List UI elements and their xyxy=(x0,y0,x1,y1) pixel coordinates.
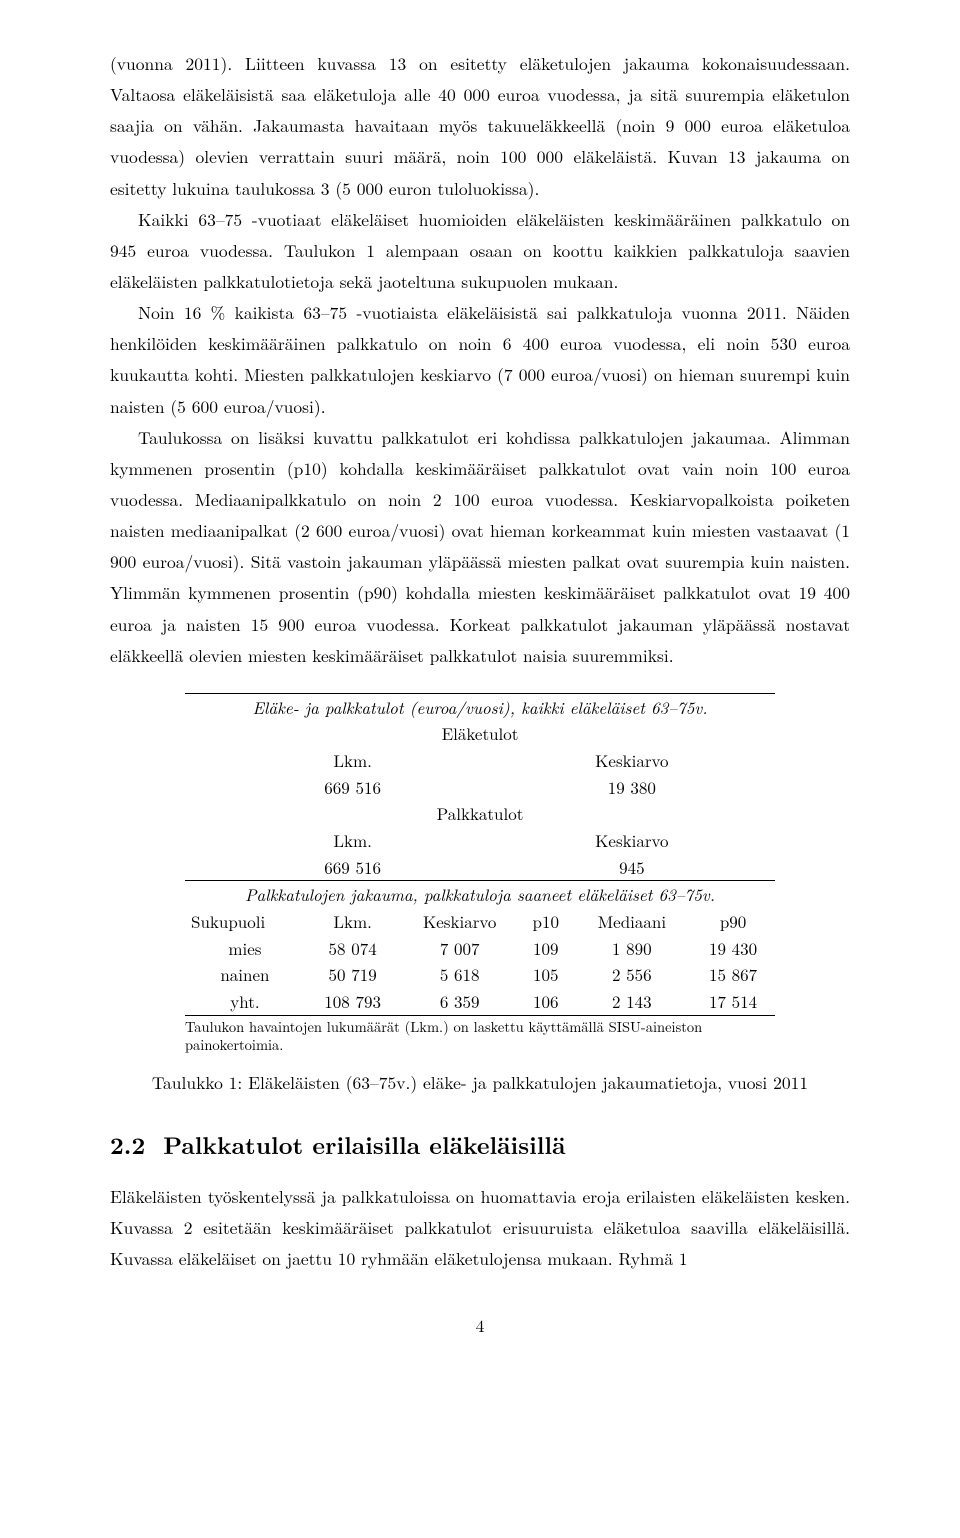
table-hdr-sukupuoli: Sukupuoli xyxy=(185,908,305,935)
cell: 106 xyxy=(519,988,572,1015)
table-sec2-lkm: 669 516 xyxy=(305,854,400,881)
cell: 2 556 xyxy=(573,961,692,988)
cell: 19 430 xyxy=(691,935,775,962)
page: (vuonna 2011). Liitteen kuvassa 13 on es… xyxy=(0,0,960,1382)
table-lkm-label: Lkm. xyxy=(305,747,400,774)
cell: nainen xyxy=(185,961,305,988)
table-section2-label: Palkkatulot xyxy=(185,800,775,827)
table-title-mid: Palkkatulojen jakauma, palkkatuloja saan… xyxy=(185,881,775,908)
paragraph-5: Eläkeläisten työskentelyssä ja palkkatul… xyxy=(110,1181,850,1274)
table-lkm-label-2: Lkm. xyxy=(305,827,400,854)
table-hdr-keskiarvo: Keskiarvo xyxy=(400,908,519,935)
table-keskiarvo-label: Keskiarvo xyxy=(573,747,692,774)
paragraph-3: Noin 16 % kaikista 63–75 -vuotiaista elä… xyxy=(110,297,850,422)
page-number: 4 xyxy=(110,1310,850,1341)
table-row: yht. 108 793 6 359 106 2 143 17 514 xyxy=(185,988,775,1015)
table-keskiarvo-label-2: Keskiarvo xyxy=(573,827,692,854)
section-title: Palkkatulot erilaisilla eläkeläisillä xyxy=(163,1128,565,1162)
table-hdr-mediaani: Mediaani xyxy=(573,908,692,935)
table-footnote: Taulukon havaintojen lukumäärät (Lkm.) o… xyxy=(185,1018,775,1056)
cell: 17 514 xyxy=(691,988,775,1015)
table-hdr-p90: p90 xyxy=(691,908,775,935)
cell: 50 719 xyxy=(305,961,400,988)
section-number: 2.2 xyxy=(110,1128,145,1162)
cell: 105 xyxy=(519,961,572,988)
cell: 15 867 xyxy=(691,961,775,988)
table-sec1-lkm: 669 516 xyxy=(305,774,400,801)
table-hdr-p10: p10 xyxy=(519,908,572,935)
table-caption: Taulukko 1: Eläkeläisten (63–75v.) eläke… xyxy=(110,1067,850,1098)
cell: 6 359 xyxy=(400,988,519,1015)
paragraph-4: Taulukossa on lisäksi kuvattu palkkatulo… xyxy=(110,422,850,671)
section-heading: 2.2 Palkkatulot erilaisilla eläkeläisillä xyxy=(110,1124,850,1167)
cell: 2 143 xyxy=(573,988,692,1015)
table-1: Eläke- ja palkkatulot (euroa/vuosi), kai… xyxy=(185,693,775,1055)
table-title-top: Eläke- ja palkkatulot (euroa/vuosi), kai… xyxy=(185,693,775,720)
cell: 108 793 xyxy=(305,988,400,1015)
table-sec1-keskiarvo: 19 380 xyxy=(573,774,692,801)
cell: 58 074 xyxy=(305,935,400,962)
cell: 109 xyxy=(519,935,572,962)
cell: 5 618 xyxy=(400,961,519,988)
table-row: mies 58 074 7 007 109 1 890 19 430 xyxy=(185,935,775,962)
paragraph-1: (vuonna 2011). Liitteen kuvassa 13 on es… xyxy=(110,48,850,204)
table-row: nainen 50 719 5 618 105 2 556 15 867 xyxy=(185,961,775,988)
cell: 1 890 xyxy=(573,935,692,962)
cell: mies xyxy=(185,935,305,962)
table-section1-label: Eläketulot xyxy=(185,720,775,747)
cell: 7 007 xyxy=(400,935,519,962)
cell: yht. xyxy=(185,988,305,1015)
paragraph-2: Kaikki 63–75 -vuotiaat eläkeläiset huomi… xyxy=(110,204,850,297)
table-hdr-lkm: Lkm. xyxy=(305,908,400,935)
table-sec2-keskiarvo: 945 xyxy=(573,854,692,881)
